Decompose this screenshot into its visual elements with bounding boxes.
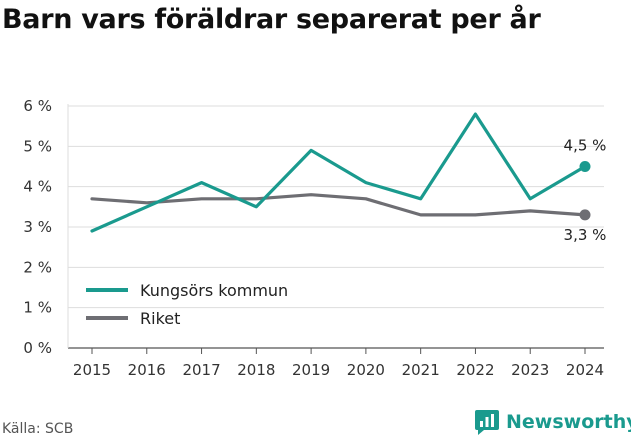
series-line-1 — [90, 193, 587, 217]
grid-lines — [67, 104, 604, 349]
legend-label: Riket — [140, 309, 180, 328]
y-tick-label: 1 % — [23, 299, 52, 317]
end-value-label: 4,5 % — [564, 137, 607, 155]
x-axis: 2015 2016 2017 2018 2019 2020 2021 2022 2023 2024 — [73, 348, 604, 379]
legend-label: Kungsörs kommun — [140, 281, 288, 300]
x-tick-label: 2024 — [566, 361, 604, 379]
y-tick-label: 0 % — [23, 339, 52, 357]
newsworthy-logo-icon — [475, 410, 499, 435]
series-lines: 4,5 % 3,3 % — [90, 112, 607, 244]
legend: Kungsörs kommun Riket — [86, 281, 288, 328]
source-note: Källa: SCB — [2, 421, 74, 437]
x-tick-label: 2019 — [292, 361, 330, 379]
y-tick-label: 3 % — [23, 218, 52, 236]
y-tick-label: 5 % — [23, 137, 52, 155]
series-end-point-1 — [579, 209, 591, 221]
x-tick-label: 2021 — [402, 361, 440, 379]
end-value-label: 3,3 % — [564, 226, 607, 244]
y-axis: 0 % 1 % 2 % 3 % 4 % 5 % 6 % — [23, 97, 52, 357]
brand-name: Newsworthy — [506, 411, 631, 433]
x-tick-label: 2017 — [182, 361, 220, 379]
y-tick-label: 2 % — [23, 258, 52, 276]
series-line-0 — [90, 112, 587, 233]
y-tick-label: 6 % — [23, 97, 52, 115]
series-end-point-0 — [579, 161, 591, 172]
brand-logo: Newsworthy — [474, 405, 631, 439]
x-tick-label: 2022 — [456, 361, 494, 379]
x-tick-label: 2016 — [128, 361, 166, 379]
y-tick-label: 4 % — [23, 178, 52, 196]
x-tick-label: 2015 — [73, 361, 111, 379]
x-tick-label: 2018 — [237, 361, 275, 379]
line-chart: 0 %1 %2 %3 %4 %5 %6 % 2015 2016 2017 2018 20… — [23, 97, 607, 379]
x-tick-label: 2020 — [347, 361, 385, 379]
chart-title: Barn vars föräldrar separerat per år — [2, 4, 541, 35]
x-tick-label: 2023 — [511, 361, 549, 379]
